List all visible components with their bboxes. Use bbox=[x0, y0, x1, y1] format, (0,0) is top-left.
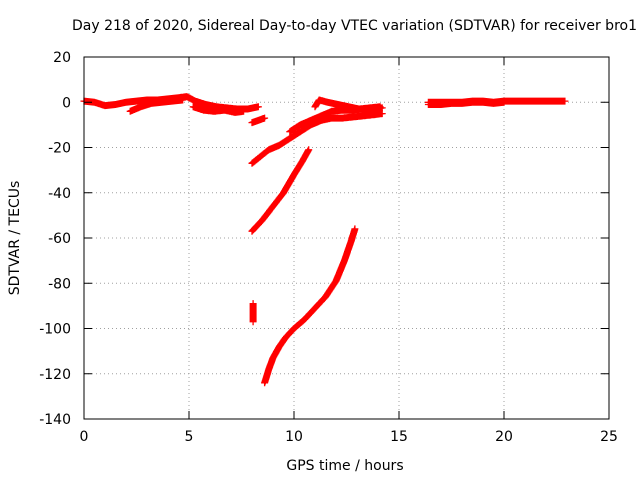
data-marker bbox=[248, 146, 313, 235]
data-segment bbox=[189, 103, 248, 116]
y-axis-label: SDTVAR / TECUs bbox=[7, 181, 23, 296]
y-tick-label: 20 bbox=[53, 50, 71, 66]
data-segment bbox=[126, 96, 187, 115]
data-marker bbox=[261, 225, 359, 387]
grid-lines bbox=[84, 57, 609, 419]
data-segment bbox=[248, 114, 269, 127]
x-tick-label: 15 bbox=[390, 429, 408, 445]
data-marker bbox=[249, 300, 257, 326]
y-tick-label: -100 bbox=[39, 322, 71, 338]
y-tick-label: -20 bbox=[48, 141, 71, 157]
y-tick-label: -120 bbox=[39, 367, 71, 383]
x-tick-label: 5 bbox=[185, 429, 194, 445]
data-marker bbox=[248, 114, 269, 127]
data-points bbox=[80, 93, 569, 387]
y-tick-label: 0 bbox=[62, 95, 71, 111]
chart-title: Day 218 of 2020, Sidereal Day-to-day VTE… bbox=[72, 18, 637, 34]
data-marker bbox=[311, 96, 384, 113]
x-axis-label: GPS time / hours bbox=[286, 458, 403, 474]
data-marker bbox=[189, 103, 248, 116]
x-tick-label: 25 bbox=[600, 429, 618, 445]
y-tick-label: -40 bbox=[48, 186, 71, 202]
y-tick-label: -60 bbox=[48, 231, 71, 247]
data-segment bbox=[424, 98, 508, 108]
data-segment bbox=[248, 146, 313, 235]
data-marker bbox=[248, 110, 386, 167]
x-tick-label: 10 bbox=[285, 429, 303, 445]
data-segment bbox=[248, 110, 386, 167]
data-segment bbox=[249, 300, 257, 326]
x-tick-label: 20 bbox=[495, 429, 513, 445]
y-tick-label: -80 bbox=[48, 276, 71, 292]
data-segment bbox=[311, 96, 384, 113]
data-segment bbox=[261, 225, 359, 387]
data-marker bbox=[424, 98, 508, 108]
x-tick-label: 0 bbox=[80, 429, 89, 445]
data-marker bbox=[126, 96, 187, 115]
y-tick-label: -140 bbox=[39, 412, 71, 428]
axis-ticks: 0 5 10 15 20 25 20 0 -20 -40 -60 -80 -100 -120 -140 bbox=[39, 50, 618, 445]
